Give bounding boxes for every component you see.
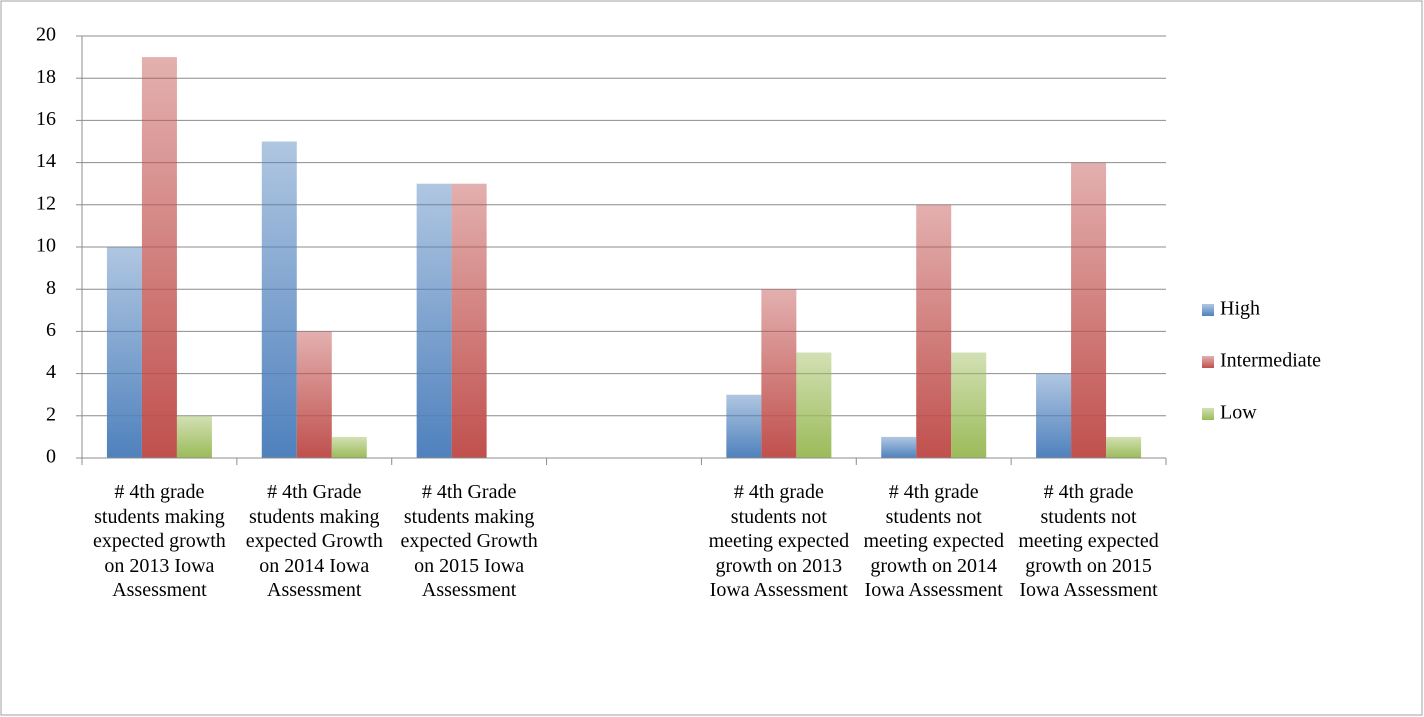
y-tick-label: 12 [36,192,56,214]
bar [296,331,332,458]
bar [796,352,832,458]
bar [1036,373,1072,458]
bar [916,204,952,458]
y-tick-label: 2 [46,403,56,425]
bar [1106,436,1142,458]
x-tick-label: # 4th grade students not meeting expecte… [1018,481,1159,601]
bar [261,141,297,458]
legend-swatch [1202,304,1214,316]
x-tick-label: # 4th Grade students making expected Gro… [400,481,538,601]
bar [451,183,487,458]
y-tick-label: 16 [36,108,56,130]
legend-label: Low [1220,402,1257,424]
x-tick-label: # 4th grade students making expected gro… [93,481,226,601]
bar [1071,162,1107,458]
x-tick-label: # 4th Grade students making expected Gro… [245,481,383,601]
y-tick-label: 10 [36,235,56,257]
bar [881,436,917,458]
bar [331,436,367,458]
legend-label: High [1220,298,1260,320]
legend-swatch [1202,408,1214,420]
y-tick-label: 20 [36,24,56,46]
y-tick-label: 4 [46,361,56,383]
x-tick-label: # 4th grade students not meeting expecte… [708,481,850,601]
bar [141,57,177,458]
bar [761,289,797,458]
bar [951,352,987,458]
bar [726,394,762,458]
x-tick-label: # 4th grade students not meeting expecte… [863,481,1004,601]
bar [106,247,142,458]
legend-swatch [1202,356,1214,368]
y-tick-label: 8 [46,277,56,299]
y-tick-label: 6 [46,319,56,341]
bar [176,415,212,458]
legend-label: Intermediate [1220,350,1321,372]
bar [416,183,452,458]
y-tick-label: 18 [36,66,56,88]
y-tick-label: 0 [46,446,56,468]
y-tick-label: 14 [36,150,56,172]
